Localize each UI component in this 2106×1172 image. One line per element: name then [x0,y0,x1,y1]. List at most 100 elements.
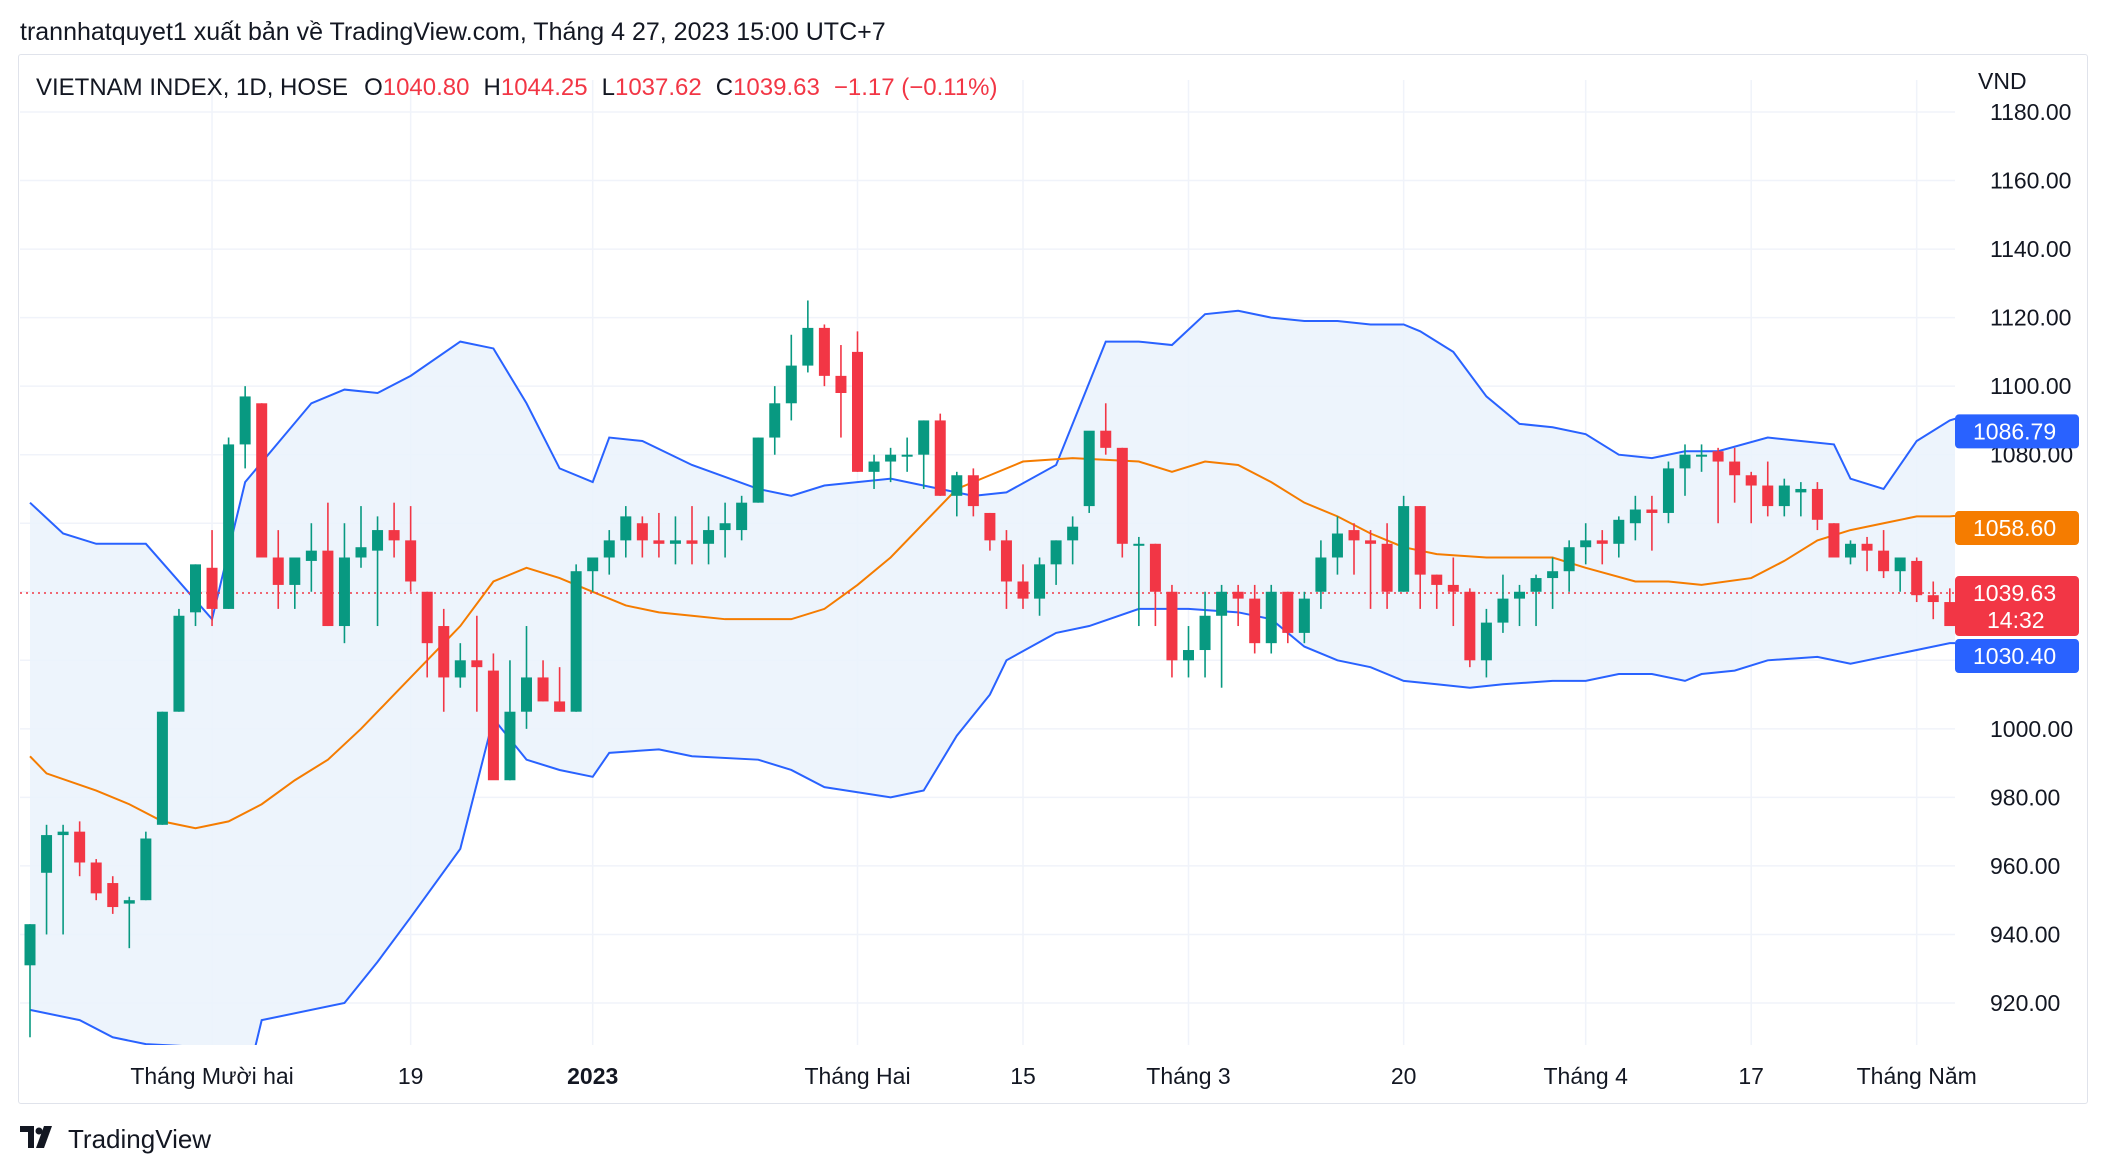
candle-body [1050,540,1062,565]
candle [835,345,847,438]
candle [1083,430,1095,513]
candle-body [901,454,913,457]
candle-body [769,403,781,438]
candle-body [156,711,168,825]
candle [438,608,450,712]
candle-body [1116,447,1128,544]
candle [107,876,119,914]
price-badge-bg [1955,511,2079,546]
candle-body [173,615,185,712]
candle [1116,447,1128,558]
candle-body [1083,430,1095,507]
candle-body [1878,550,1890,572]
candle [206,530,218,627]
candle [669,516,681,565]
candle-body [1729,461,1741,476]
price-badge-lower: 1030.40 [1955,639,2079,674]
candle [1927,581,1939,620]
candle [1000,530,1012,609]
candle-body [421,591,433,644]
candle-body [1845,543,1856,558]
candle [421,591,433,678]
candle [1348,523,1360,575]
price-badge-bg [1955,576,2079,637]
candle-body [1762,485,1774,507]
candle [322,502,334,627]
candle-body [703,530,715,544]
candle [967,468,979,517]
candle-body [521,677,532,712]
close-label: C [715,74,734,101]
candle [239,386,251,469]
candle-body [1017,581,1029,599]
candle [1646,495,1658,551]
candle [1828,523,1840,558]
candle-body [256,403,268,558]
candle-body [669,540,681,544]
candle-body [1149,543,1161,592]
candle [487,653,499,781]
price-badge-bg [1955,414,2079,449]
bollinger-bands [20,309,1955,1045]
time-tick-label: 17 [1738,1063,1764,1089]
price-tick-label: 1000.00 [1990,716,2073,742]
price-badge-label: 1039.63 [1973,580,2056,606]
candle-body [1282,591,1294,633]
time-tick-label: 19 [398,1063,424,1089]
price-tick-label: 920.00 [1990,990,2060,1016]
candle [752,437,764,503]
time-tick-label: 20 [1391,1063,1417,1089]
candle-body [223,444,235,609]
candle [570,564,582,712]
candle-body [1216,591,1228,616]
candle [123,896,135,949]
price-tick-label: 1140.00 [1990,236,2071,262]
bollinger-upper-line [29,309,1955,622]
symbol-legend: VIETNAM INDEX, 1D, HOSE O1040.80 H1044.25 L… [36,74,998,102]
candle-body [1894,557,1906,572]
candle [1762,461,1774,517]
candle [1249,584,1261,654]
time-tick-label: 15 [1010,1063,1036,1089]
candle [537,660,549,702]
candle [984,512,996,551]
price-badge-bg [1955,639,2079,674]
candle [603,530,615,575]
tradingview-footer[interactable]: TradingView [20,1124,211,1155]
candle [1629,495,1641,541]
price-tick-label: 1100.00 [1990,373,2071,399]
candle [454,643,466,688]
candle-body [1563,547,1575,572]
candle-body [818,327,830,376]
candle [1497,574,1509,633]
candle [1133,536,1145,627]
candle [190,564,201,627]
candle-body [1133,543,1145,546]
candle-body [388,530,400,541]
candle [405,506,417,592]
candle [90,859,102,901]
price-badge-countdown: 14:32 [1987,607,2045,633]
candle [74,821,86,877]
candle-body [719,523,731,531]
candle-body [934,420,946,496]
candle-body [107,883,119,908]
candle [521,626,532,729]
candle-body [636,523,648,541]
candle-body [1745,475,1757,486]
candle-body [1431,574,1443,585]
open-label: O [364,74,383,101]
candle-body [1596,540,1608,544]
candle [1845,540,1856,565]
footer-brand: TradingView [68,1124,212,1154]
candle-body [1547,571,1559,579]
candle [504,660,516,781]
candle [1067,516,1079,565]
candle-body [1183,650,1194,661]
time-tick-label: Tháng Năm [1857,1063,1977,1089]
candle [1894,557,1906,592]
candle-body [1331,533,1343,558]
candle-body [1861,543,1873,551]
